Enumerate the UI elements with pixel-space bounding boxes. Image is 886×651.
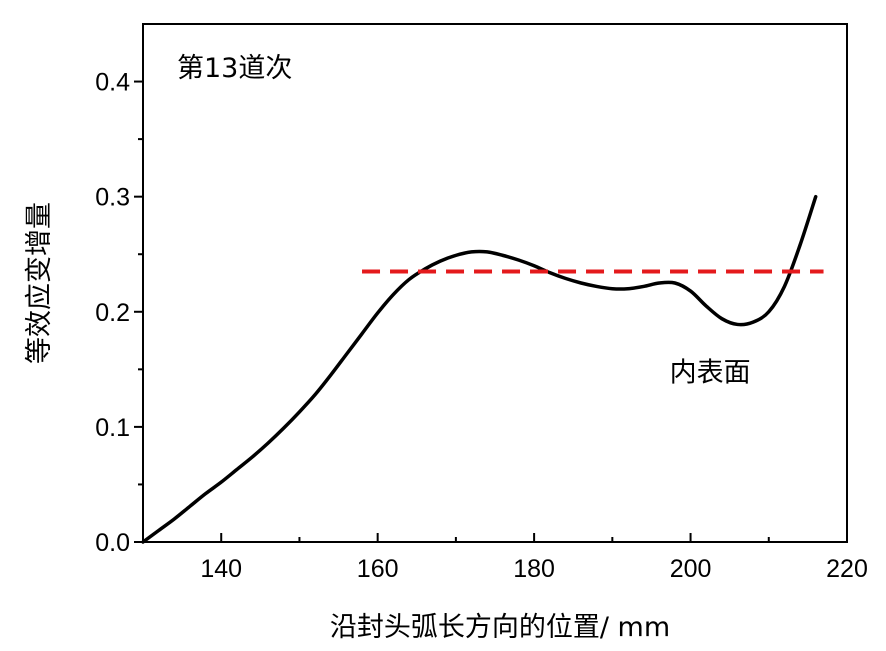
x-tick-label: 160 <box>357 555 399 583</box>
y-axis-label: 等效应变增量 <box>24 202 55 364</box>
panel-label: 第13道次 <box>177 53 292 84</box>
x-tick-label: 220 <box>826 555 868 583</box>
x-tick-label: 140 <box>200 555 242 583</box>
series-group <box>141 194 824 544</box>
axis-ticks <box>134 80 848 543</box>
annotation-inner-surface: 内表面 <box>670 357 751 388</box>
strain-curve <box>141 194 818 544</box>
x-tick-label: 200 <box>670 555 712 583</box>
y-tick-label: 0.0 <box>95 529 130 557</box>
x-axis-label: 沿封头弧长方向的位置/ mm <box>330 612 670 643</box>
plot-frame <box>142 23 848 543</box>
y-tick-label: 0.1 <box>95 414 130 442</box>
x-tick-label: 180 <box>513 555 555 583</box>
y-tick-label: 0.4 <box>95 69 130 97</box>
y-tick-label: 0.3 <box>95 184 130 212</box>
tick-labels: 140 160 180 200 220 0.0 0.1 0.2 0.3 0.4 <box>95 69 868 583</box>
y-tick-label: 0.2 <box>95 299 130 327</box>
